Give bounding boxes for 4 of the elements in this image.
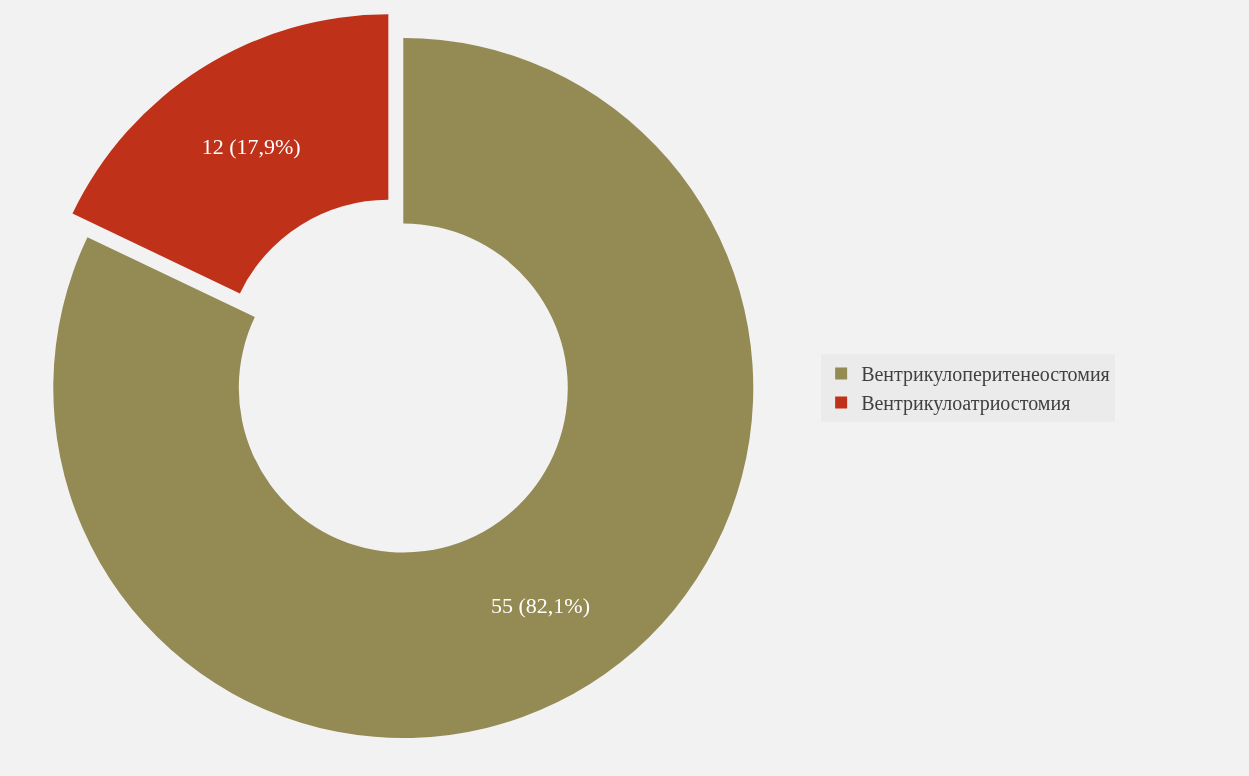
- legend-label: Вентрикулоперитенеостомия: [861, 363, 1110, 387]
- data-label: 55 (82,1%): [491, 593, 590, 619]
- legend-label: Вентрикулоатриостомия: [861, 392, 1071, 416]
- data-label: 12 (17,9%): [201, 134, 301, 160]
